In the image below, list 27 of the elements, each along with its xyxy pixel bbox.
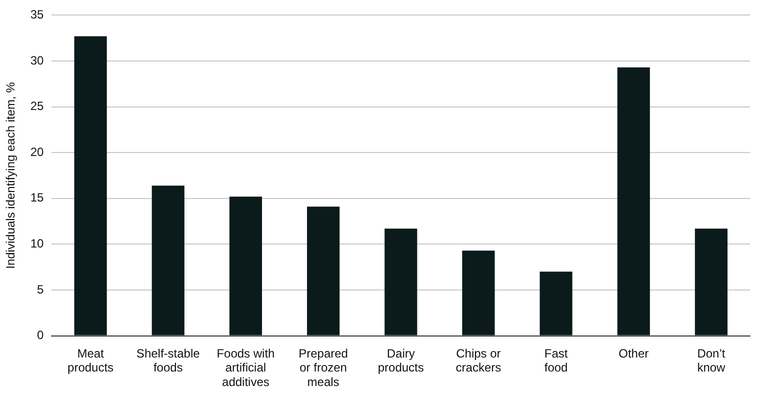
- y-axis-title: Individuals identifying each item, %: [4, 82, 18, 269]
- bar: [462, 250, 495, 336]
- x-tick-label: Meat products: [68, 346, 114, 375]
- bar: [617, 67, 650, 336]
- y-tick-label: 30: [30, 53, 44, 68]
- x-tick-label: Shelf-stable foods: [136, 346, 200, 375]
- x-tick-label: Other: [618, 346, 649, 360]
- x-tick-label: Don’t know: [697, 346, 726, 375]
- bar: [307, 206, 340, 336]
- x-tick-label: Dairy products: [378, 346, 424, 375]
- x-tick-label: Prepared or frozen meals: [298, 346, 348, 390]
- x-tick-label: Chips or crackers: [456, 346, 502, 375]
- bar: [229, 196, 262, 336]
- bar: [152, 186, 184, 336]
- bar: [74, 36, 107, 336]
- y-tick-label: 10: [30, 236, 44, 251]
- y-tick-label: 0: [37, 328, 44, 342]
- y-tick-label: 20: [30, 144, 44, 159]
- y-tick-label: 15: [30, 190, 44, 205]
- x-tick-label: Foods with artificial additives: [216, 346, 275, 390]
- y-tick-label: 5: [37, 282, 44, 296]
- y-tick-label: 25: [30, 99, 44, 114]
- bar: [384, 228, 418, 336]
- x-tick-label: Fast food: [544, 346, 568, 375]
- y-tick-label: 35: [30, 8, 44, 22]
- bar: [694, 228, 728, 336]
- bar: [540, 272, 572, 336]
